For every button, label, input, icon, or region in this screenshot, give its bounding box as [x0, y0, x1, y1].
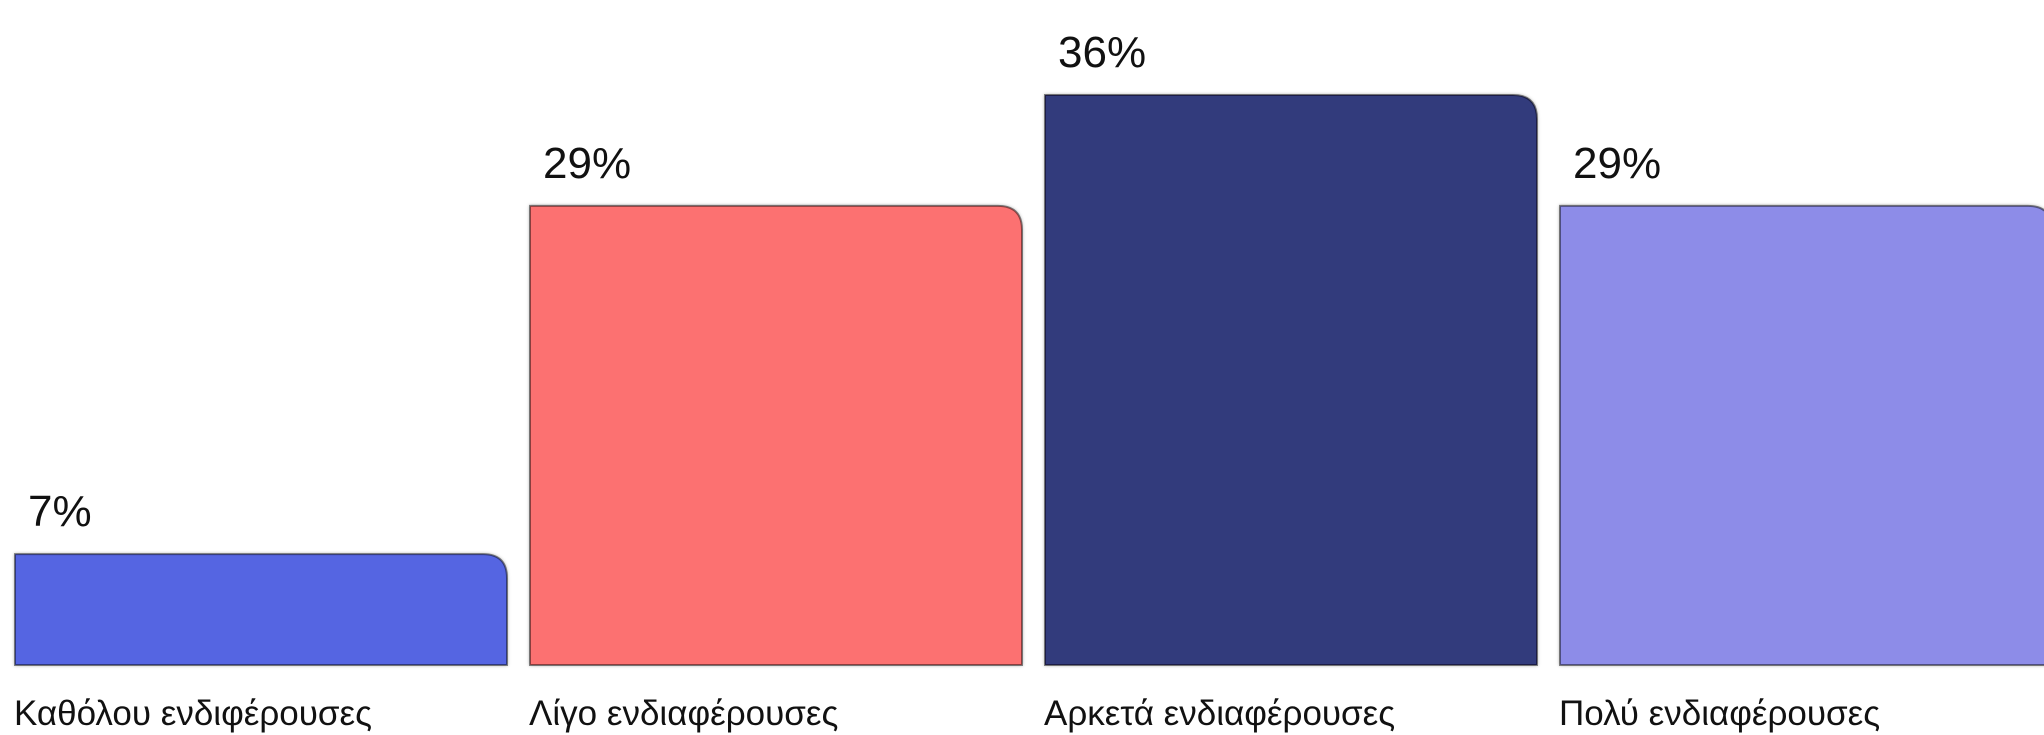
value-labels-group: 7% 29% 36% 29% [28, 28, 1661, 536]
bar-4 [1559, 204, 2044, 666]
value-label-4: 29% [1573, 139, 1661, 188]
bar-2 [529, 204, 1023, 666]
category-label-3: Αρκετά ενδιαφέρουσες [1044, 694, 1395, 733]
value-label-3: 36% [1058, 28, 1146, 77]
value-label-2: 29% [543, 139, 631, 188]
value-label-1: 7% [28, 487, 92, 536]
category-label-2: Λίγο ενδιαφέρουσες [529, 694, 838, 733]
category-label-1: Καθόλου ενδιφέρουσες [14, 694, 372, 733]
bar-3 [1044, 94, 1538, 666]
category-label-4: Πολύ ενδιαφέρουσες [1559, 694, 1880, 733]
bars-group [14, 94, 2044, 666]
category-labels-group: Καθόλου ενδιφέρουσες Λίγο ενδιαφέρουσες Αρ… [14, 694, 1880, 733]
bar-1 [14, 553, 508, 666]
